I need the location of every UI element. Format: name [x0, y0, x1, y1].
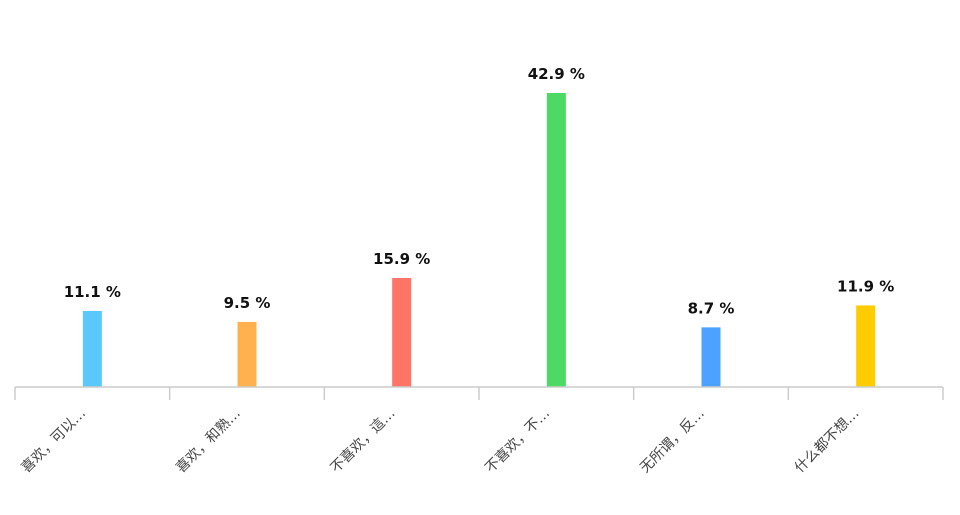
bar[interactable]	[82, 310, 102, 387]
data-label: 11.9 %	[837, 277, 894, 295]
x-tick-label: 什么都不想…	[792, 406, 863, 477]
data-label: 15.9 %	[373, 250, 430, 268]
bar[interactable]	[856, 305, 876, 387]
bar[interactable]	[392, 278, 412, 387]
bar[interactable]	[701, 327, 721, 387]
x-tick-label: 无所谓，反…	[637, 406, 708, 477]
data-label: 11.1 %	[64, 283, 121, 301]
bars-layer	[82, 93, 876, 387]
category-labels-layer: 喜欢，可以… 喜欢，和熟… 不喜欢，這… 不喜欢，不… 无所谓，反… 什么都不想…	[18, 406, 862, 477]
data-label: 8.7 %	[688, 299, 735, 317]
bar[interactable]	[546, 93, 566, 387]
x-tick-label: 喜欢，和熟…	[173, 406, 244, 477]
data-label: 9.5 %	[224, 294, 271, 312]
value-labels-layer: 11.1 % 9.5 % 15.9 % 42.9 % 8.7 % 11.9 %	[64, 65, 895, 317]
x-tick-label: 不喜欢，這…	[328, 406, 399, 477]
x-axis	[14, 386, 944, 400]
x-tick-label: 不喜欢，不…	[482, 406, 553, 477]
bar[interactable]	[237, 321, 257, 387]
data-label: 42.9 %	[528, 65, 585, 83]
x-tick-label: 喜欢，可以…	[18, 406, 89, 477]
